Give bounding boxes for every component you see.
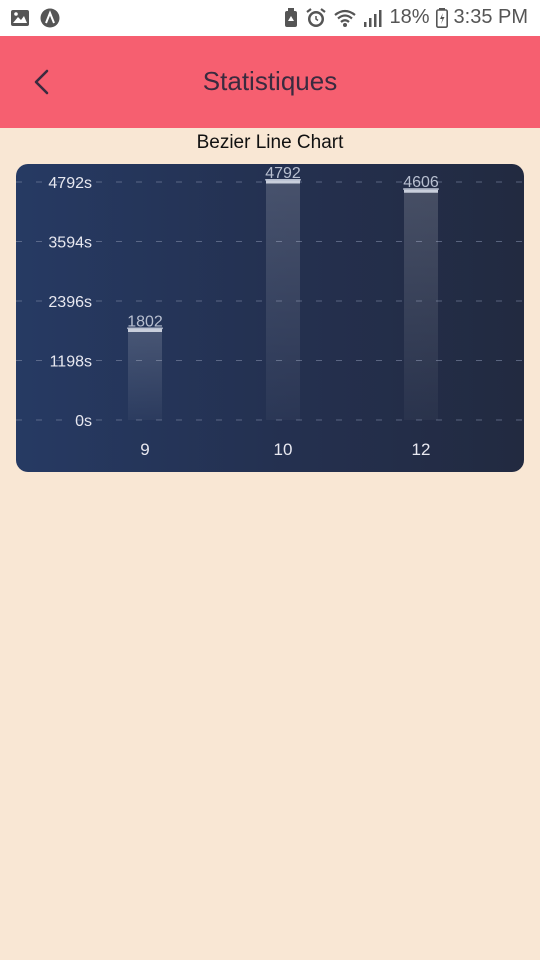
status-bar: 18% 3:35 PM — [0, 0, 540, 36]
alarm-icon — [305, 7, 327, 29]
back-button[interactable] — [22, 62, 62, 102]
bar — [128, 330, 162, 420]
chevron-left-icon — [31, 68, 53, 96]
x-tick-label: 9 — [140, 440, 149, 459]
y-tick-label: 2396s — [48, 294, 92, 311]
bar — [266, 182, 300, 420]
data-label: 4792 — [265, 165, 301, 182]
bar — [404, 191, 438, 420]
x-tick-label: 10 — [274, 440, 293, 459]
recycle-icon — [283, 7, 299, 28]
y-tick-label: 1198s — [50, 354, 92, 371]
bar-chart: 0s 1198s 2396s 3594s 4792s 1802 9 4792 10 4606 12 — [16, 165, 524, 459]
signal-icon — [363, 8, 383, 28]
y-tick-label: 4792s — [48, 175, 92, 192]
battery-percent: 18% — [389, 6, 430, 28]
data-label: 4606 — [403, 174, 439, 191]
bar-cap — [404, 189, 438, 193]
y-tick-label: 3594s — [48, 235, 92, 252]
wifi-icon — [333, 8, 357, 28]
page-title: Statistiques — [202, 66, 338, 96]
bar-cap — [266, 180, 300, 184]
data-label: 1802 — [127, 314, 163, 331]
image-icon — [10, 8, 30, 28]
chart-container: 0s 1198s 2396s 3594s 4792s 1802 9 4792 10 4606 12 — [16, 164, 524, 472]
battery-icon — [435, 7, 448, 28]
clock-time: 3:35 PM — [453, 6, 528, 28]
chart-title: Bezier Line Chart — [196, 132, 344, 153]
bar-cap — [128, 329, 162, 333]
x-tick-label: 12 — [412, 440, 431, 459]
status-right: 18% 3:35 PM — [283, 6, 528, 29]
app-a-icon — [40, 8, 60, 28]
app-bar: Statistiques — [0, 36, 540, 128]
status-left — [10, 8, 60, 28]
y-tick-label: 0s — [75, 413, 92, 430]
